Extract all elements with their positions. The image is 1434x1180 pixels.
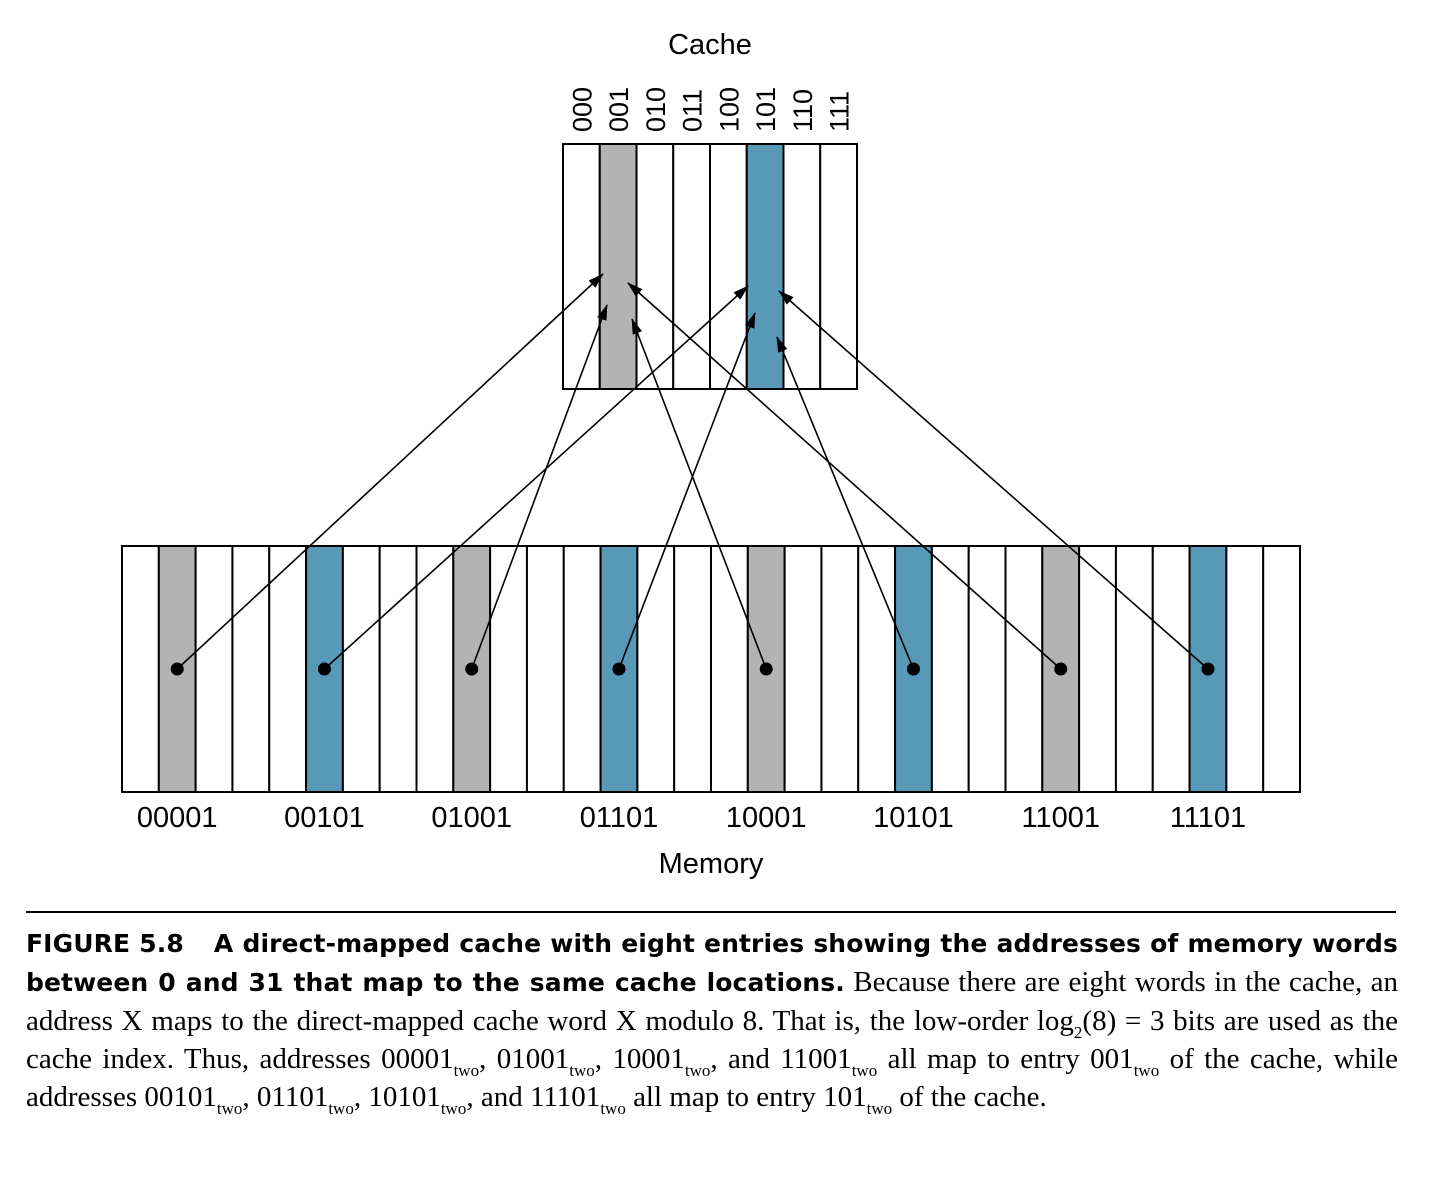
- cache-entry-101: [745, 143, 785, 390]
- memory-word-12: [562, 545, 602, 793]
- cache-index-label: 111: [825, 91, 855, 132]
- memory-word-14: [636, 545, 676, 793]
- caption-text: Because there are eight words in the cac…: [26, 966, 1398, 1037]
- memory-word-dot: [317, 662, 331, 676]
- direct-mapped-cache-diagram: Cache 000 001 010 011 100 101 110 111 00001 0010…: [121, 29, 1301, 880]
- binary-subscript: two: [453, 1061, 480, 1080]
- memory-word-22: [930, 545, 970, 793]
- memory-address-label: 01001: [431, 802, 512, 834]
- mapping-arrow: [176, 273, 604, 670]
- memory-word-28: [1151, 545, 1191, 793]
- cache-index-label: 001: [604, 87, 634, 132]
- caption-text: , 10001: [594, 1043, 685, 1075]
- memory-word-2: [194, 545, 234, 793]
- binary-subscript: two: [684, 1061, 711, 1080]
- cache-index-label: 010: [641, 87, 671, 132]
- memory-word-6: [341, 545, 381, 793]
- memory-word-19: [820, 545, 860, 793]
- memory-word-15: [673, 545, 712, 793]
- cache-entry-100: [709, 143, 748, 390]
- binary-subscript: two: [440, 1099, 467, 1118]
- mapping-arrow: [776, 336, 915, 670]
- memory-word-27: [1114, 545, 1154, 793]
- binary-subscript: two: [851, 1061, 878, 1080]
- memory-word-18: [783, 545, 823, 793]
- binary-subscript: two: [328, 1099, 354, 1118]
- binary-subscript: two: [1133, 1061, 1160, 1080]
- memory-word-23: [967, 545, 1007, 793]
- binary-subscript: two: [569, 1061, 595, 1080]
- memory-word-10: [489, 545, 528, 793]
- memory-word-26: [1078, 545, 1117, 793]
- memory-word-dot: [759, 662, 773, 676]
- memory-address-label: 11001: [1021, 802, 1100, 834]
- memory-word-3: [231, 545, 271, 793]
- memory-address-label: 00001: [137, 802, 218, 834]
- log-base-subscript: 2: [1073, 1023, 1083, 1042]
- memory-word-dot: [465, 662, 479, 676]
- caption-text: , and 11101: [466, 1081, 601, 1113]
- memory-address-label: 10001: [726, 802, 807, 834]
- mapping-arrows: [170, 273, 1215, 676]
- memory-word-dot: [1054, 662, 1068, 676]
- caption-text: of the cache, while addresses 00101: [26, 1043, 1398, 1113]
- binary-subscript: two: [866, 1099, 893, 1118]
- binary-subscript: two: [216, 1099, 243, 1118]
- cache-index-label: 000: [567, 87, 597, 132]
- cache-block: [562, 143, 858, 390]
- memory-word-30: [1225, 545, 1265, 793]
- memory-word-dot: [170, 662, 184, 676]
- caption-text: , and 11001: [710, 1043, 852, 1075]
- cache-index-label: 101: [751, 87, 781, 132]
- memory-word-dot: [906, 662, 920, 676]
- figure-caption: FIGURE 5.8 A direct-mapped cache with eig…: [26, 924, 1398, 1118]
- caption-text: all map to entry 101: [625, 1081, 867, 1113]
- memory-word-11: [525, 545, 565, 793]
- cache-index-label: 011: [678, 89, 708, 132]
- memory-block: [121, 545, 1301, 793]
- caption-text: , 01101: [242, 1081, 329, 1113]
- memory-title: Memory: [659, 848, 764, 880]
- cache-entry-001: [598, 143, 638, 390]
- caption-text: all map to entry 001: [877, 1043, 1134, 1075]
- memory-address-label: 10101: [873, 802, 954, 834]
- memory-word-20: [857, 545, 897, 793]
- mapping-arrow: [631, 318, 767, 670]
- memory-address-label: 00101: [284, 802, 365, 834]
- caption-divider: [26, 911, 1396, 913]
- memory-address-label: 01101: [580, 802, 659, 834]
- caption-text: (8) = 3 bits are used as the cache index…: [26, 1005, 1398, 1075]
- mapping-arrow: [627, 282, 1062, 670]
- cache-entry-111: [819, 143, 858, 390]
- memory-word-7: [378, 545, 418, 793]
- cache-entry-000: [562, 143, 601, 390]
- memory-word-0: [121, 545, 160, 793]
- memory-word-4: [268, 545, 308, 793]
- memory-address-label: 11101: [1170, 802, 1246, 834]
- caption-text: of the cache.: [892, 1081, 1047, 1113]
- cache-index-label: 110: [788, 89, 818, 132]
- memory-word-8: [415, 545, 455, 793]
- memory-word-24: [1004, 545, 1044, 793]
- cache-entry-110: [782, 143, 822, 390]
- memory-address-labels: 00001 00101 01001 01101 10001 10101 11001 11101: [137, 802, 1246, 834]
- cache-index-labels: 000 001 010 011 100 101 110 111: [567, 87, 854, 132]
- mapping-arrow: [778, 290, 1209, 670]
- mapping-arrow: [618, 312, 756, 670]
- memory-word-dot: [1201, 662, 1215, 676]
- mapping-arrow: [323, 285, 749, 670]
- caption-text: , 01001: [479, 1043, 570, 1075]
- cache-title: Cache: [668, 29, 752, 61]
- caption-title: A direct-mapped cache with eight entries…: [26, 929, 1398, 997]
- caption-text: , 10101: [353, 1081, 441, 1113]
- binary-subscript: two: [600, 1099, 626, 1118]
- mapping-arrow: [470, 304, 608, 670]
- cache-entry-010: [635, 143, 675, 390]
- cache-index-label: 100: [714, 87, 744, 132]
- memory-word-31: [1262, 545, 1301, 793]
- memory-word-16: [710, 545, 749, 793]
- memory-word-dot: [612, 662, 626, 676]
- figure-label: FIGURE 5.8: [26, 929, 184, 958]
